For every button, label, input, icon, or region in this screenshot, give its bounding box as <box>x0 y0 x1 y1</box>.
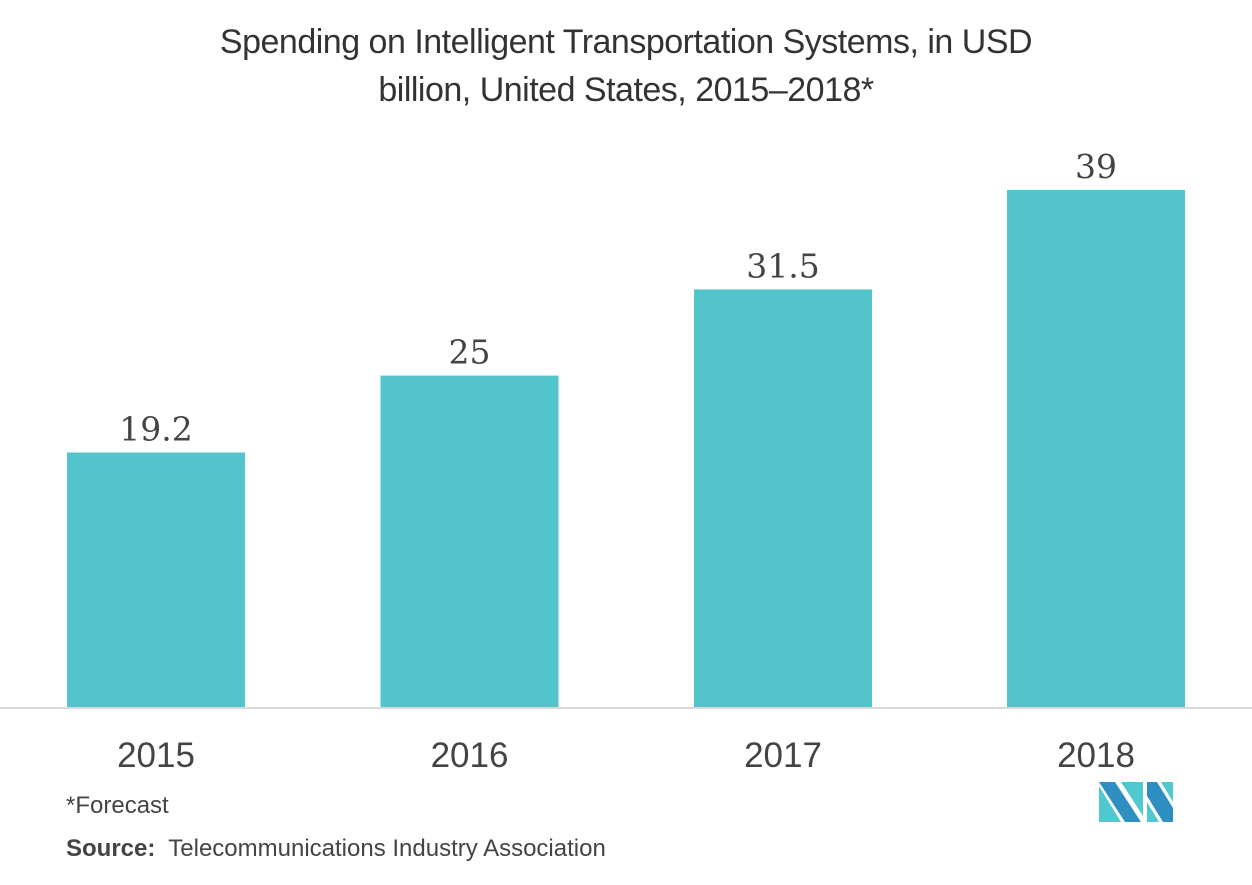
chart-title-line-2: billion, United States, 2015–2018* <box>378 71 874 109</box>
bar-2015 <box>67 452 245 707</box>
bar-2018 <box>1007 190 1185 707</box>
source-label: Source: <box>66 835 156 862</box>
data-label-2018: 39 <box>1075 147 1117 186</box>
source-note: Source: Telecommunications Industry Asso… <box>66 835 606 863</box>
chart-title-line-1: Spending on Intelligent Transportation S… <box>219 23 1033 61</box>
bar-chart: 19.2 2015 25 2016 31.5 2017 39 2018 <box>0 147 1252 775</box>
data-label-2016: 25 <box>449 333 491 372</box>
brand-logo-icon <box>1099 782 1173 822</box>
data-label-2017: 31.5 <box>746 246 819 285</box>
forecast-note: *Forecast <box>66 792 169 819</box>
x-tick-label-2017: 2017 <box>744 736 822 775</box>
data-label-2015: 19.2 <box>119 409 192 448</box>
bar-2016 <box>380 375 559 707</box>
x-tick-label-2016: 2016 <box>431 736 509 775</box>
source-text: Telecommunications Industry Association <box>168 835 606 862</box>
chart-title: Spending on Intelligent Transportation S… <box>0 18 1252 114</box>
x-tick-label-2015: 2015 <box>117 736 195 775</box>
bar-2017 <box>694 289 872 707</box>
x-tick-label-2018: 2018 <box>1057 736 1135 775</box>
